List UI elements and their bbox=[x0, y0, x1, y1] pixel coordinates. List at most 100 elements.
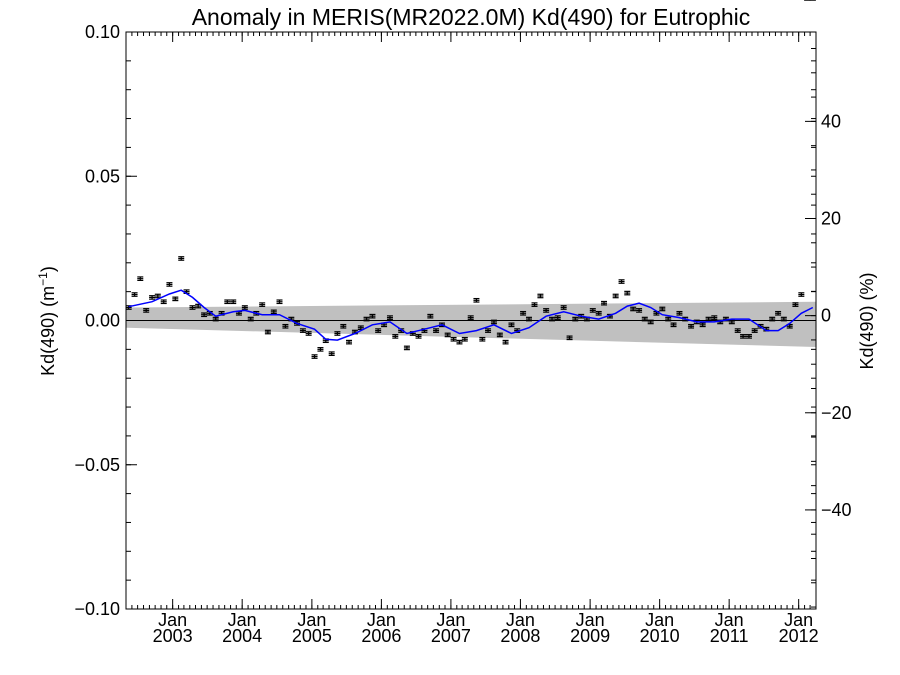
data-point bbox=[566, 335, 573, 341]
data-point bbox=[456, 339, 463, 345]
data-point bbox=[346, 339, 353, 345]
y-axis-left: −0.10 −0.05 0.00 0.05 0.10 bbox=[74, 22, 816, 619]
data-point bbox=[688, 323, 695, 329]
data-point bbox=[178, 256, 185, 261]
data-point bbox=[665, 316, 672, 322]
data-point bbox=[334, 331, 341, 336]
data-point bbox=[160, 299, 167, 305]
data-point bbox=[525, 316, 532, 322]
data-point bbox=[775, 310, 782, 316]
data-point bbox=[595, 310, 602, 316]
data-point bbox=[496, 332, 503, 338]
data-point bbox=[166, 282, 173, 287]
data-point bbox=[375, 328, 382, 333]
data-point bbox=[769, 316, 776, 322]
data-point bbox=[647, 319, 654, 325]
data-point bbox=[676, 310, 683, 316]
data-point bbox=[433, 328, 440, 333]
y-tick-label: 0.10 bbox=[85, 22, 120, 42]
data-point bbox=[247, 316, 254, 322]
data-point bbox=[328, 351, 335, 357]
data-point bbox=[740, 334, 747, 339]
data-point bbox=[537, 293, 544, 299]
x-tick-month-label: Jan bbox=[506, 610, 535, 630]
data-point bbox=[728, 319, 735, 325]
x-tick-month-label: Jan bbox=[715, 610, 744, 630]
data-point bbox=[264, 329, 271, 335]
data-point bbox=[572, 316, 579, 322]
chart-title: Anomaly in MERIS(MR2022.0M) Kd(490) for … bbox=[192, 4, 751, 30]
x-tick-year-label: 2003 bbox=[153, 626, 193, 646]
data-point bbox=[508, 322, 515, 328]
x-tick-month-label: Jan bbox=[367, 610, 396, 630]
x-axis: Jan2003Jan2004Jan2005Jan2006Jan2007Jan20… bbox=[125, 32, 819, 646]
data-point bbox=[624, 290, 631, 296]
x-tick-year-label: 2008 bbox=[500, 626, 540, 646]
data-point bbox=[543, 308, 550, 313]
data-point bbox=[270, 309, 277, 315]
data-point bbox=[612, 293, 619, 299]
trend-band bbox=[126, 301, 816, 348]
data-point bbox=[212, 316, 219, 322]
data-point bbox=[549, 316, 556, 322]
data-point bbox=[659, 306, 666, 312]
trend-band-layer bbox=[126, 301, 816, 348]
y-tick-label: 0.00 bbox=[85, 311, 120, 331]
data-point bbox=[305, 331, 312, 336]
data-point bbox=[699, 322, 706, 328]
data-point bbox=[189, 305, 196, 310]
data-point bbox=[705, 316, 712, 322]
data-point bbox=[502, 339, 509, 345]
data-point bbox=[780, 316, 787, 322]
data-point bbox=[450, 336, 457, 342]
data-point bbox=[311, 354, 318, 359]
data-point bbox=[392, 334, 399, 339]
data-point bbox=[241, 305, 248, 310]
data-point bbox=[473, 297, 480, 303]
data-point bbox=[369, 313, 376, 319]
data-point bbox=[490, 319, 497, 325]
data-point bbox=[317, 347, 324, 352]
y2-tick-label: −20 bbox=[821, 403, 852, 423]
data-point bbox=[403, 345, 410, 351]
data-point bbox=[711, 315, 718, 320]
plot-area bbox=[125, 0, 817, 610]
data-point bbox=[143, 308, 150, 313]
data-point bbox=[427, 313, 434, 319]
data-point bbox=[531, 302, 538, 307]
y2-tick-label: −40 bbox=[821, 500, 852, 520]
x-tick-month-label: Jan bbox=[158, 610, 187, 630]
data-point bbox=[137, 276, 144, 281]
data-point bbox=[154, 293, 161, 299]
y-axis-right: −40 −20 0 20 40 bbox=[805, 48, 852, 608]
y-axis-right-label: Kd(490) (%) bbox=[857, 272, 877, 369]
data-point bbox=[363, 316, 370, 322]
data-point bbox=[299, 328, 306, 333]
data-point bbox=[282, 323, 289, 329]
x-tick-year-label: 2012 bbox=[779, 626, 819, 646]
y-tick-label: −0.10 bbox=[74, 599, 120, 619]
data-point bbox=[485, 328, 492, 333]
data-point bbox=[792, 302, 799, 307]
x-tick-year-label: 2004 bbox=[222, 626, 262, 646]
data-point bbox=[259, 302, 266, 307]
x-tick-year-label: 2010 bbox=[640, 626, 680, 646]
data-point bbox=[201, 312, 208, 318]
data-point bbox=[601, 300, 608, 306]
data-point bbox=[554, 315, 561, 320]
data-point bbox=[479, 336, 486, 342]
x-tick-month-label: Jan bbox=[297, 610, 326, 630]
data-point bbox=[340, 323, 347, 329]
y-tick-label: 0.05 bbox=[85, 166, 120, 186]
data-point bbox=[461, 336, 468, 342]
x-tick-year-label: 2009 bbox=[570, 626, 610, 646]
x-tick-year-label: 2011 bbox=[710, 626, 749, 646]
data-point bbox=[798, 292, 805, 297]
y-axis-label: Kd(490) (m−1) bbox=[36, 266, 58, 376]
data-point bbox=[745, 334, 752, 339]
data-point bbox=[520, 310, 527, 316]
y2-tick-label: 40 bbox=[821, 111, 841, 131]
y-tick-label: −0.05 bbox=[74, 455, 120, 475]
data-point bbox=[149, 295, 156, 300]
